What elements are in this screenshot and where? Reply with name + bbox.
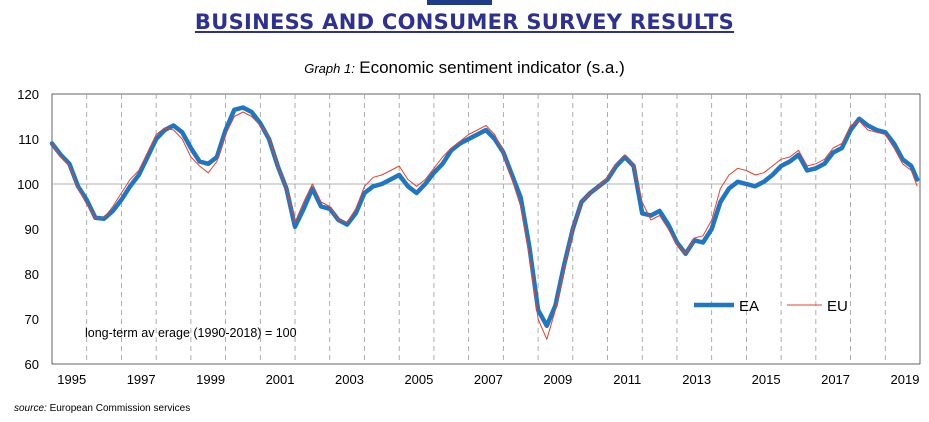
y-tick-label-60: 60 — [25, 357, 39, 372]
vertical-gridlines — [86, 94, 886, 364]
source-note: source: European Commission services — [14, 403, 190, 414]
y-tick-label-80: 80 — [25, 267, 39, 282]
x-tick-label-2013: 2013 — [682, 372, 711, 387]
x-tick-label-2003: 2003 — [335, 372, 364, 387]
y-tick-label-90: 90 — [25, 222, 39, 237]
legend: EA EU — [694, 298, 848, 315]
series-line-ea — [49, 105, 920, 329]
page-title: BUSINESS AND CONSUMER SURVEY RESULTS — [194, 10, 735, 34]
x-tick-label-1997: 1997 — [127, 372, 156, 387]
plot-area-frame — [51, 93, 921, 365]
x-tick-label-2017: 2017 — [821, 372, 850, 387]
x-tick-label-2001: 2001 — [266, 372, 295, 387]
y-tick-label-120: 120 — [17, 87, 39, 102]
graph-title: Graph 1: Economic sentiment indicator (s… — [0, 58, 929, 78]
x-tick-label-2011: 2011 — [613, 372, 641, 387]
long-term-average-annotation: long-term av erage (1990-2018) = 100 — [85, 326, 297, 340]
y-tick-label-110: 110 — [18, 132, 39, 147]
source-label: source: — [14, 403, 47, 414]
source-text: European Commission services — [49, 403, 191, 414]
graph-prefix: Graph 1: — [304, 61, 355, 76]
x-tick-label-2009: 2009 — [543, 372, 572, 387]
series-line-eu — [51, 111, 918, 340]
top-accent-bar — [427, 0, 492, 5]
x-tick-label-2015: 2015 — [752, 372, 781, 387]
x-tick-label-2019: 2019 — [891, 372, 920, 387]
graph-title-text: Economic sentiment indicator (s.a.) — [359, 58, 625, 77]
sentiment-chart: 60 70 80 90 100 110 120 1995 1997 1999 2001 2003 20… — [17, 87, 921, 387]
y-axis: 60 70 80 90 100 110 120 — [17, 87, 39, 372]
x-tick-label-1999: 1999 — [196, 372, 225, 387]
y-tick-label-70: 70 — [25, 312, 39, 327]
legend-label-ea: EA — [739, 298, 759, 315]
x-axis: 1995 1997 1999 2001 2003 2005 2007 2009 2011 2013… — [57, 372, 919, 387]
y-tick-label-100: 100 — [17, 177, 39, 192]
x-tick-label-2007: 2007 — [474, 372, 503, 387]
x-tick-label-1995: 1995 — [57, 372, 86, 387]
x-tick-label-2005: 2005 — [404, 372, 433, 387]
legend-label-eu: EU — [827, 298, 848, 315]
